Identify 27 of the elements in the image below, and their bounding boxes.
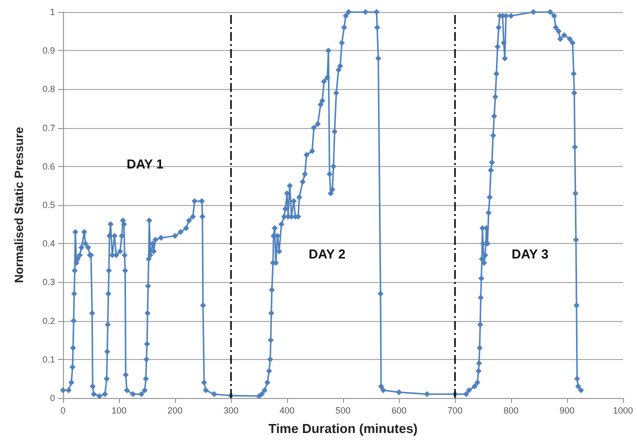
x-tick-label: 300: [223, 406, 239, 416]
x-tick-label: 500: [335, 406, 351, 416]
y-tick-label: 0.9: [42, 46, 55, 56]
y-tick-label: 0.7: [42, 122, 55, 133]
y-tick-label: 0: [50, 393, 55, 403]
x-tick-label: 600: [391, 406, 407, 416]
x-tick-label: 900: [559, 406, 575, 416]
annotation: DAY 3: [512, 246, 548, 262]
y-tick-label: 0.6: [42, 161, 55, 172]
y-tick-label: 1: [50, 7, 55, 17]
x-axis-title: Time Duration (minutes): [268, 421, 418, 436]
x-tick-label: 1000: [612, 406, 634, 416]
annotation: DAY 2: [308, 246, 346, 262]
x-tick-label: 400: [279, 406, 295, 416]
y-tick-label: 0.3: [42, 277, 55, 288]
x-tick-label: 800: [503, 406, 519, 416]
y-tick-label: 0.2: [42, 316, 55, 326]
annotation: DAY 1: [126, 156, 164, 172]
x-tick-label: 700: [447, 406, 463, 416]
y-tick-label: 0.1: [42, 354, 55, 364]
y-tick-label: 0.8: [42, 84, 55, 94]
x-tick-label: 0: [60, 406, 66, 416]
x-tick-label: 100: [111, 406, 127, 416]
x-tick-label: 200: [167, 406, 183, 416]
y-tick-label: 0.4: [42, 238, 55, 249]
y-tick-label: 0.5: [42, 200, 55, 210]
y-axis-title: Normalised Static Pressure: [12, 126, 26, 284]
